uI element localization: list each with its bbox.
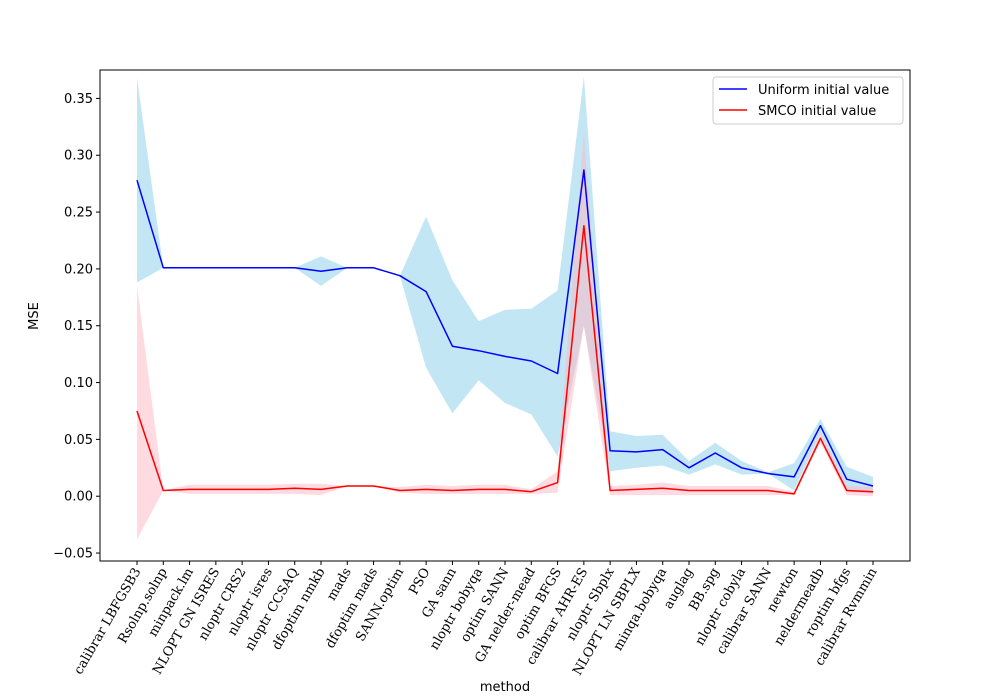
y-tick-label: 0.30 (64, 149, 93, 164)
x-axis-title: method (480, 680, 530, 695)
y-tick-label: 0.15 (64, 319, 93, 334)
y-tick-label: −0.05 (53, 547, 93, 562)
legend-label-uniform: Uniform initial value (758, 83, 889, 98)
series-lines (136, 169, 874, 495)
y-axis-ticks: −0.05 0.00 0.05 0.10 0.15 0.20 0.25 0.30 0.35 (53, 92, 100, 562)
y-tick-label: 0.00 (64, 490, 93, 505)
legend: Uniform initial value SMCO initial value (712, 76, 904, 125)
legend-box (712, 76, 904, 125)
y-tick-label: 0.35 (64, 92, 93, 107)
line-smco (136, 224, 874, 495)
y-axis-title: MSE (27, 302, 42, 330)
legend-label-smco: SMCO initial value (758, 104, 876, 119)
line-uniform (136, 169, 874, 487)
y-tick-label: 0.25 (64, 206, 93, 221)
y-tick-label: 0.05 (64, 433, 93, 448)
y-tick-label: 0.20 (64, 262, 93, 277)
y-tick-label: 0.10 (64, 376, 93, 391)
